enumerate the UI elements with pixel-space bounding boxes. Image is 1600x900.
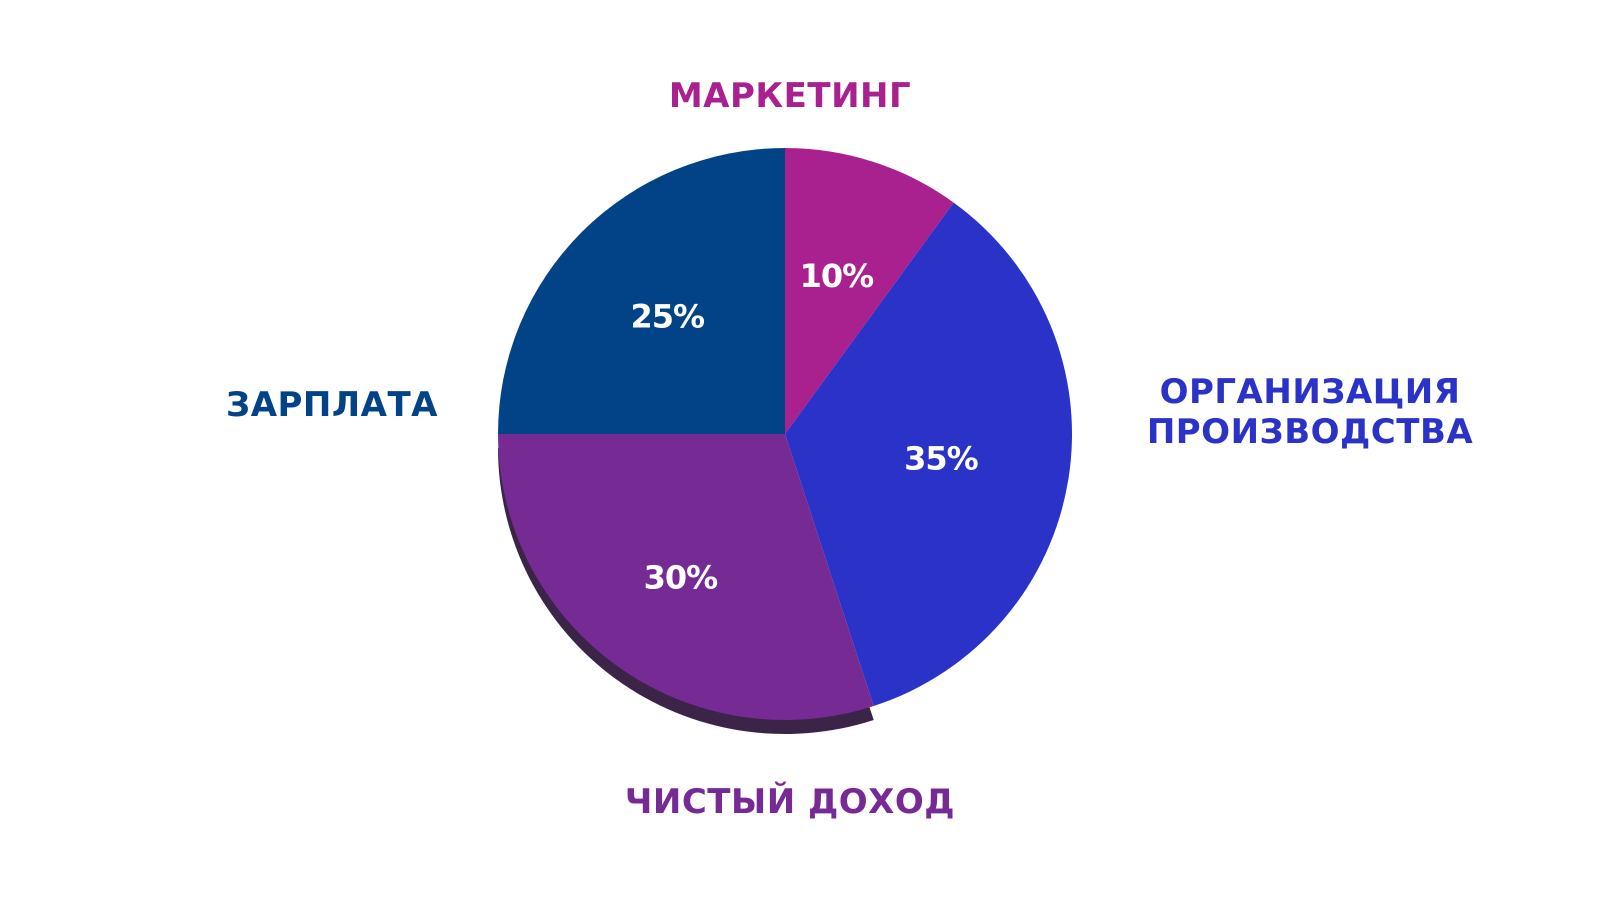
pie-slice-production (785, 202, 1072, 707)
pie-slice-marketing (785, 148, 954, 434)
category-label-salary: ЗАРПЛАТА (226, 385, 438, 425)
slice-value-label-marketing: 10% (800, 257, 875, 295)
slice-value-label-net-income: 30% (644, 558, 719, 596)
pie-slice-net-income (498, 434, 874, 720)
slice-value-label-salary: 25% (630, 298, 705, 336)
pie-slice-salary (498, 148, 785, 434)
category-label-marketing: МАРКЕТИНГ (668, 76, 912, 116)
category-label-production: ОРГАНИЗАЦИЯ ПРОИЗВОДСТВА (1146, 372, 1474, 452)
slice-value-label-production: 35% (904, 440, 979, 478)
category-label-net-income: ЧИСТЫЙ ДОХОД (624, 782, 956, 822)
